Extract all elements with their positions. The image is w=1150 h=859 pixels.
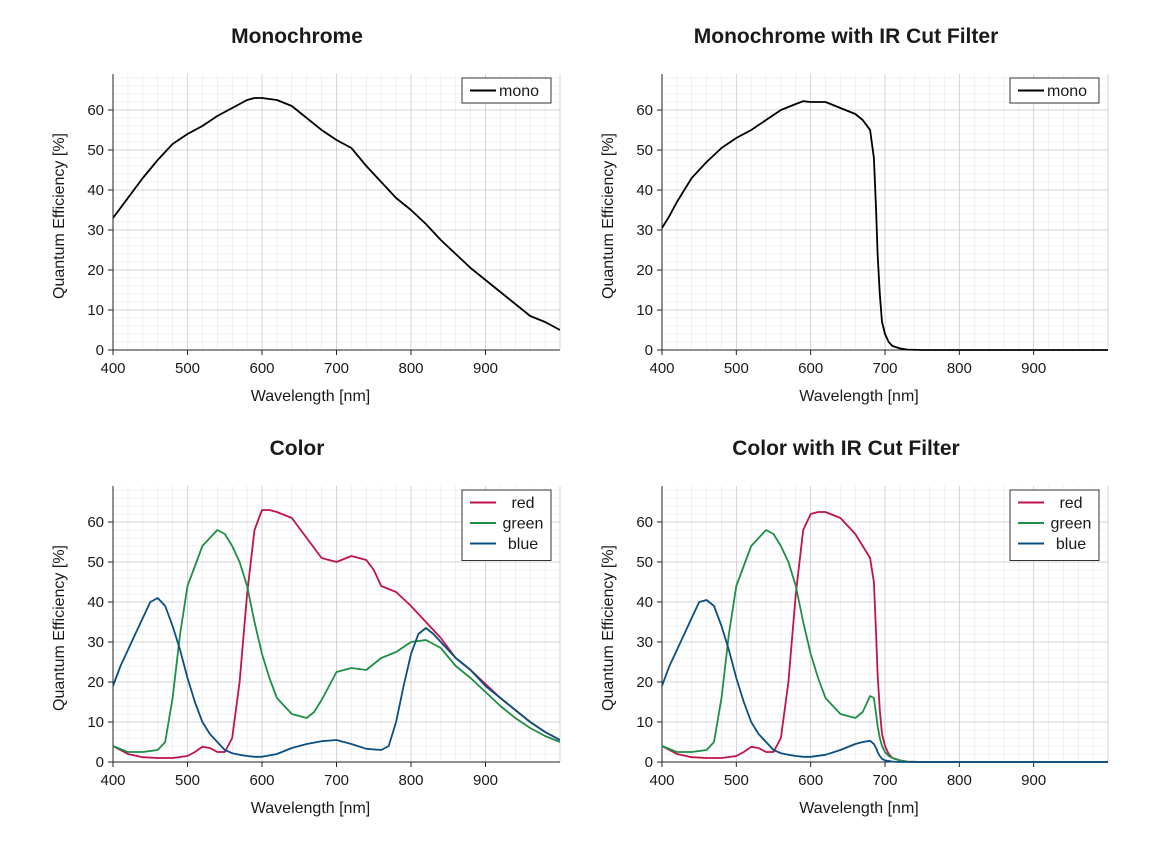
legend: mono <box>1009 77 1100 104</box>
x-axis-label: Wavelength [nm] <box>799 388 918 405</box>
y-axis-label: Quantum Efficiency [%] <box>600 133 617 299</box>
y-axis-label: Quantum Efficiency [%] <box>51 133 68 299</box>
chart-title: Monochrome <box>231 25 363 48</box>
legend: red green blue <box>1009 489 1100 561</box>
x-axis-label: Wavelength [nm] <box>799 800 918 817</box>
y-tick-label: 60 <box>87 102 104 119</box>
y-tick-label: 30 <box>87 222 104 239</box>
y-tick-label: 10 <box>636 714 653 731</box>
y-tick-label: 40 <box>636 182 653 199</box>
series-line-blue <box>662 599 1108 763</box>
legend: red green blue <box>461 489 552 561</box>
series-line-green <box>113 529 560 753</box>
y-tick-label: 50 <box>87 142 104 159</box>
y-tick-label: 30 <box>87 634 104 651</box>
x-tick-label: 600 <box>249 360 274 377</box>
x-tick-label: 700 <box>324 360 349 377</box>
y-tick-label: 20 <box>87 262 104 279</box>
grid <box>112 486 561 763</box>
x-tick-label: 700 <box>324 772 349 789</box>
legend-label-blue: blue <box>508 536 538 553</box>
y-tick-label: 20 <box>636 674 653 691</box>
y-axis-label: Quantum Efficiency [%] <box>600 545 617 711</box>
y-tick-label: 40 <box>636 594 653 611</box>
x-tick-label: 800 <box>398 360 423 377</box>
x-axis-label: Wavelength [nm] <box>251 800 370 817</box>
series-line-mono <box>113 97 560 331</box>
x-tick-label: 800 <box>398 772 423 789</box>
y-axis-label: Quantum Efficiency [%] <box>51 545 68 711</box>
x-tick-label: 800 <box>947 360 972 377</box>
y-tick-label: 40 <box>87 594 104 611</box>
x-tick-label: 700 <box>872 772 897 789</box>
x-tick-label: 600 <box>798 360 823 377</box>
y-tick-label: 10 <box>636 302 653 319</box>
y-tick-label: 50 <box>87 554 104 571</box>
x-tick-label: 400 <box>649 360 674 377</box>
y-tick-label: 0 <box>645 754 653 771</box>
chart-title: Color with IR Cut Filter <box>732 437 959 460</box>
x-tick-label: 900 <box>473 772 498 789</box>
y-tick-label: 10 <box>87 714 104 731</box>
y-tick-label: 60 <box>87 514 104 531</box>
x-tick-label: 500 <box>724 772 749 789</box>
legend-label-red: red <box>511 495 534 512</box>
legend-label-red: red <box>1059 495 1082 512</box>
y-tick-label: 50 <box>636 142 653 159</box>
grid <box>661 74 1109 351</box>
chart-title: Monochrome with IR Cut Filter <box>694 25 999 48</box>
legend-label-green: green <box>1051 516 1092 533</box>
x-tick-label: 900 <box>473 360 498 377</box>
grid <box>112 74 561 351</box>
x-tick-label: 400 <box>649 772 674 789</box>
x-tick-label: 400 <box>100 772 125 789</box>
series-line-blue <box>113 597 560 758</box>
y-tick-label: 60 <box>636 514 653 531</box>
y-tick-label: 0 <box>645 342 653 359</box>
y-tick-label: 30 <box>636 222 653 239</box>
y-tick-label: 10 <box>87 302 104 319</box>
x-tick-label: 600 <box>249 772 274 789</box>
chart-title: Color <box>270 437 325 460</box>
y-tick-label: 40 <box>87 182 104 199</box>
y-tick-label: 20 <box>87 674 104 691</box>
legend-label-green: green <box>503 516 544 533</box>
y-tick-label: 0 <box>96 754 104 771</box>
legend-label-mono: mono <box>1047 83 1087 100</box>
x-tick-label: 500 <box>724 360 749 377</box>
legend-label-blue: blue <box>1056 536 1086 553</box>
y-tick-label: 60 <box>636 102 653 119</box>
x-tick-label: 800 <box>947 772 972 789</box>
y-tick-label: 20 <box>636 262 653 279</box>
y-tick-label: 0 <box>96 342 104 359</box>
series-line-mono <box>662 100 1108 351</box>
chart-3: Color 400 500 600 700 800 900 0 10 20 30 40 50 60 Wave… <box>51 437 561 817</box>
x-tick-label: 700 <box>872 360 897 377</box>
legend: mono <box>461 77 552 104</box>
x-tick-label: 500 <box>175 360 200 377</box>
x-axis-label: Wavelength [nm] <box>251 388 370 405</box>
chart-1: Monochrome 400 500 600 700 800 900 0 10 20 30 40 50 6… <box>51 25 561 405</box>
x-tick-label: 500 <box>175 772 200 789</box>
grid <box>661 486 1109 763</box>
x-tick-label: 900 <box>1021 772 1046 789</box>
y-tick-label: 30 <box>636 634 653 651</box>
x-tick-label: 600 <box>798 772 823 789</box>
y-tick-label: 50 <box>636 554 653 571</box>
legend-label-mono: mono <box>499 83 539 100</box>
x-tick-label: 400 <box>100 360 125 377</box>
x-tick-label: 900 <box>1021 360 1046 377</box>
